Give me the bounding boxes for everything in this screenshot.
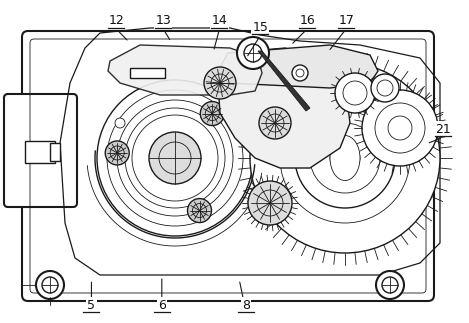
Text: 14: 14	[212, 15, 227, 27]
Circle shape	[292, 65, 308, 81]
Circle shape	[376, 271, 404, 299]
Circle shape	[105, 141, 129, 165]
Circle shape	[330, 143, 360, 173]
FancyBboxPatch shape	[4, 94, 77, 207]
Circle shape	[204, 67, 236, 99]
Circle shape	[259, 107, 291, 139]
Circle shape	[250, 63, 440, 253]
Circle shape	[371, 74, 399, 102]
Polygon shape	[130, 68, 165, 78]
Text: 13: 13	[155, 15, 171, 27]
Text: 15: 15	[252, 21, 268, 34]
Bar	[25, 141, 55, 163]
Polygon shape	[258, 51, 310, 111]
Text: 12: 12	[108, 15, 124, 27]
Text: 17: 17	[338, 15, 354, 27]
Circle shape	[335, 73, 375, 113]
Circle shape	[382, 277, 398, 293]
Circle shape	[237, 37, 269, 69]
Circle shape	[200, 101, 224, 126]
Circle shape	[115, 118, 125, 128]
Text: 5: 5	[87, 299, 96, 312]
Text: 21: 21	[435, 123, 451, 136]
Circle shape	[362, 90, 438, 166]
Circle shape	[248, 181, 292, 225]
Circle shape	[36, 271, 64, 299]
Circle shape	[295, 108, 395, 208]
Text: 16: 16	[299, 15, 315, 27]
Text: 6: 6	[158, 299, 166, 312]
Text: 8: 8	[242, 299, 250, 312]
Polygon shape	[218, 48, 350, 168]
Circle shape	[42, 277, 58, 293]
Ellipse shape	[330, 136, 360, 181]
Polygon shape	[218, 45, 378, 88]
Bar	[50, 143, 60, 161]
Circle shape	[149, 132, 201, 184]
Circle shape	[388, 116, 412, 140]
FancyBboxPatch shape	[22, 31, 434, 301]
Polygon shape	[108, 45, 262, 95]
Circle shape	[188, 199, 212, 223]
